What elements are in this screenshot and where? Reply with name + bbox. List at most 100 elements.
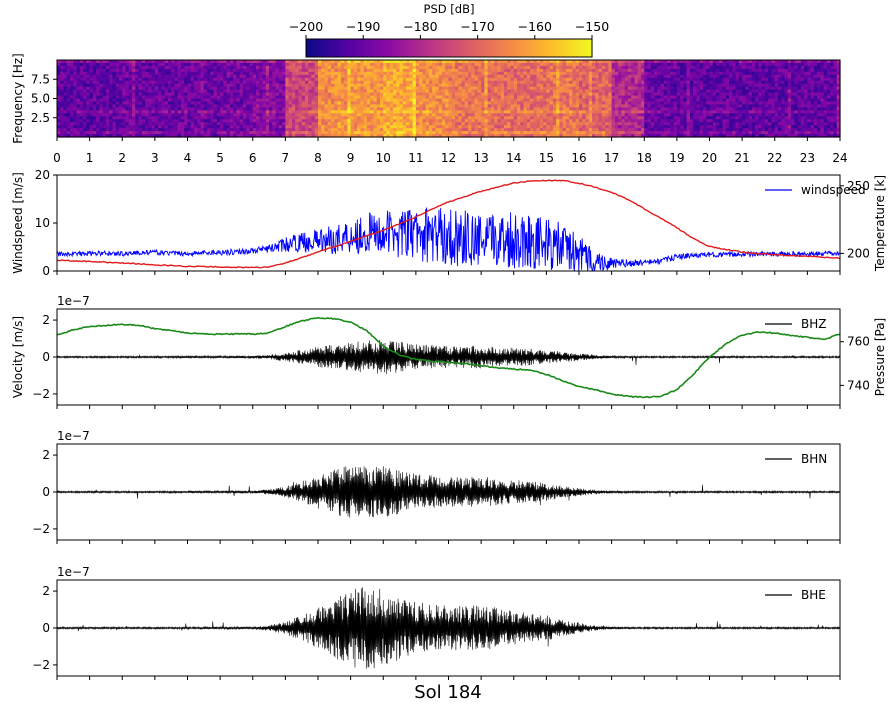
spectrogram-cell — [569, 104, 574, 108]
spectrogram-cell — [324, 116, 329, 120]
spectrogram-cell — [409, 77, 414, 82]
spectrogram-cell — [311, 77, 316, 82]
spectrogram-cell — [598, 107, 603, 111]
spectrogram-cell — [487, 83, 492, 88]
spectrogram-cell — [331, 89, 335, 94]
spectrogram-cell — [422, 80, 427, 85]
spectrogram-cell — [412, 98, 417, 103]
spectrogram-cell — [135, 74, 140, 79]
spectrogram-cell — [301, 119, 306, 123]
spectrogram-cell — [252, 60, 257, 64]
spectrogram-cell — [236, 62, 241, 67]
spectrogram-cell — [282, 113, 286, 117]
spectrogram-cell — [321, 131, 326, 135]
spectrogram-cell — [441, 95, 446, 100]
spectrogram-cell — [347, 119, 352, 123]
spectrogram-cell — [321, 98, 326, 103]
spectrogram-cell — [86, 60, 91, 64]
spectrogram-cell — [363, 110, 368, 114]
spectrogram-cell — [291, 89, 296, 94]
spectrogram-cell — [105, 110, 110, 114]
spectrogram-cell — [471, 116, 476, 120]
spectrogram-cell — [79, 116, 84, 120]
spectrogram-cell — [331, 95, 335, 100]
spectrogram-cell — [86, 131, 91, 135]
spectrogram-cell — [634, 125, 639, 129]
spectrogram-cell — [598, 60, 603, 64]
spectrogram-cell — [608, 80, 613, 85]
spectrogram-cell — [579, 68, 583, 73]
spectrogram-cell — [96, 134, 101, 138]
spectrogram-cell — [200, 86, 205, 91]
spectrogram-cell — [412, 86, 417, 91]
spectrogram-cell — [680, 86, 684, 91]
spectrogram-cell — [650, 74, 655, 79]
spectrogram-cell — [500, 89, 505, 94]
spectrogram-cell — [399, 65, 404, 70]
spectrogram-cell — [438, 98, 443, 103]
spectrogram-cell — [471, 131, 476, 135]
spectrogram-cell — [118, 113, 123, 117]
spectrogram-cell — [337, 119, 342, 123]
spectrogram-cell — [468, 80, 472, 85]
spectrogram-cell — [546, 92, 551, 97]
spectrogram-cell — [184, 74, 189, 79]
spectrogram-cell — [180, 77, 185, 82]
spectrogram-cell — [399, 98, 404, 103]
spectrogram-cell — [526, 83, 531, 88]
spectrogram-cell — [272, 80, 277, 85]
spectrogram-cell — [295, 62, 300, 67]
spectrogram-cell — [595, 122, 600, 126]
spectrogram-cell — [513, 65, 518, 70]
spectrogram-cell — [112, 89, 117, 94]
spectrogram-cell — [298, 65, 303, 70]
spectrogram-cell — [347, 116, 352, 120]
spectrogram-cell — [308, 98, 313, 103]
spectrogram-cell — [138, 116, 143, 120]
spectrogram-cell — [618, 113, 623, 117]
spectrogram-cell — [552, 101, 557, 106]
spectrogram-cell — [337, 125, 342, 129]
spectrogram-cell — [327, 80, 332, 85]
spectrogram-cell — [236, 104, 241, 108]
spectrogram-cell — [249, 128, 254, 132]
spectrogram-cell — [409, 122, 414, 126]
spectrogram-cell — [569, 122, 574, 126]
spectrogram-cell — [96, 128, 101, 132]
spectrogram-cell — [523, 74, 528, 79]
spectrogram-cell — [441, 62, 446, 67]
spectrogram-cell — [122, 125, 127, 129]
spectrogram-cell — [565, 134, 570, 138]
spectrogram-cell — [256, 98, 260, 103]
spectrogram-cell — [569, 65, 574, 70]
spectrogram-cell — [138, 89, 143, 94]
spectrogram-cell — [285, 80, 290, 85]
spectrogram-cell — [650, 134, 655, 138]
spectrogram-cell — [194, 60, 198, 64]
spectrogram-cell — [249, 86, 254, 91]
spectrogram-cell — [660, 122, 665, 126]
spectrogram-cell — [180, 89, 185, 94]
spectrogram-cell — [621, 68, 626, 73]
spectrogram-cell — [601, 125, 606, 129]
spectrogram-cell — [624, 60, 629, 64]
spectrogram-cell — [321, 122, 326, 126]
spectrogram-cell — [83, 60, 87, 64]
spectrogram-cell — [451, 86, 456, 91]
spectrogram-cell — [154, 116, 159, 120]
spectrogram-cell — [468, 74, 472, 79]
spectrogram-cell — [585, 95, 590, 100]
spectrogram-cell — [233, 122, 238, 126]
spectrogram-cell — [122, 60, 127, 64]
spectrogram-cell — [314, 86, 319, 91]
spectrogram-cell — [490, 71, 495, 76]
spectrogram-cell — [363, 65, 368, 70]
spectrogram-cell — [174, 95, 179, 100]
spectrogram-cell — [432, 77, 437, 82]
spectrogram-cell — [314, 110, 319, 114]
spectrogram-cell — [458, 107, 463, 111]
spectrogram-cell — [366, 128, 371, 132]
spectrogram-cell — [73, 92, 78, 97]
spectrogram-cell — [145, 134, 149, 138]
spectrogram-cell — [236, 128, 241, 132]
